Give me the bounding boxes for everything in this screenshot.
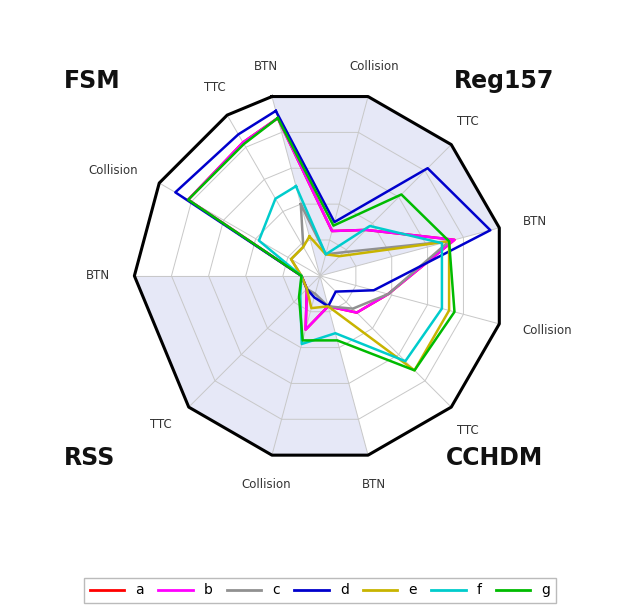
Text: BTN: BTN bbox=[523, 215, 547, 228]
Text: BTN: BTN bbox=[86, 269, 110, 283]
Text: FSM: FSM bbox=[64, 69, 120, 93]
Text: BTN: BTN bbox=[362, 479, 387, 492]
Text: TTC: TTC bbox=[204, 81, 226, 94]
Text: CCHDM: CCHDM bbox=[446, 446, 543, 470]
Legend: a, b, c, d, e, f, g: a, b, c, d, e, f, g bbox=[84, 578, 556, 603]
Text: TTC: TTC bbox=[458, 424, 479, 437]
Text: TTC: TTC bbox=[458, 115, 479, 128]
Text: Reg157: Reg157 bbox=[454, 69, 554, 93]
Text: TTC: TTC bbox=[150, 417, 172, 431]
Text: Collision: Collision bbox=[523, 324, 572, 337]
Polygon shape bbox=[272, 97, 499, 276]
Text: Collision: Collision bbox=[349, 60, 399, 73]
Text: Collision: Collision bbox=[89, 164, 138, 178]
Text: Collision: Collision bbox=[241, 479, 291, 492]
Text: RSS: RSS bbox=[64, 446, 115, 470]
Polygon shape bbox=[134, 276, 368, 455]
Text: BTN: BTN bbox=[253, 60, 278, 73]
